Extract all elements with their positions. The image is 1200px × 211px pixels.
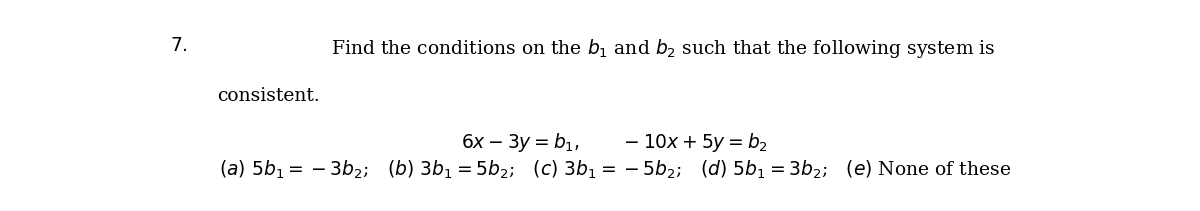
Text: $7.$: $7.$: [170, 37, 188, 55]
Text: Find the conditions on the $b_1$ and $b_2$ such that the following system is: Find the conditions on the $b_1$ and $b_…: [331, 37, 996, 60]
Text: consistent.: consistent.: [217, 87, 319, 105]
Text: $(a)\ 5b_1=-3b_2$;$\quad$$(b)\ 3b_1=5b_2$;$\quad$$(c)\ 3b_1=-5b_2$;$\quad$$(d)\ : $(a)\ 5b_1=-3b_2$;$\quad$$(b)\ 3b_1=5b_2…: [218, 159, 1012, 181]
Text: $6x-3y=b_1,\qquad -10x+5y=b_2$: $6x-3y=b_1,\qquad -10x+5y=b_2$: [462, 131, 768, 154]
